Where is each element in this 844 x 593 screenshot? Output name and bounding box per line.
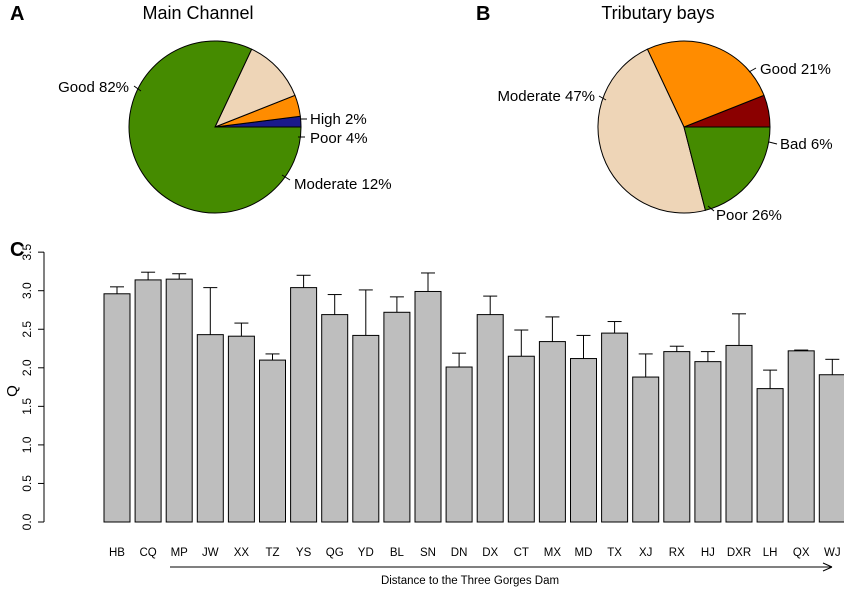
category-label-md: MD	[575, 547, 593, 559]
category-label-lh: LH	[763, 547, 778, 559]
pie-b-slice-poor	[646, 40, 765, 128]
x-axis-label: Distance to the Three Gorges Dam	[381, 575, 559, 587]
bar-sn	[414, 290, 442, 523]
bar-wj	[818, 374, 844, 523]
y-tick-label: 2.0	[20, 359, 34, 376]
bar-cq	[134, 279, 162, 523]
pie-a-label-poor: Poor 4%	[310, 130, 368, 147]
category-label-yd: YD	[358, 547, 374, 559]
panel-a: A Main Channel High 2% Poor 4% Moderate …	[10, 3, 392, 214]
category-label-jw: JW	[202, 547, 219, 559]
pie-b-leader-good	[748, 67, 757, 73]
category-label-qg: QG	[326, 547, 344, 559]
category-label-tz: TZ	[265, 547, 279, 559]
bar-xx	[227, 335, 255, 523]
category-label-bl: BL	[390, 547, 405, 559]
panel-a-letter: A	[10, 3, 24, 25]
pie-a-leader-moderate	[281, 174, 291, 181]
pie-a-leader-good	[133, 85, 142, 92]
category-label-wj: WJ	[824, 547, 841, 559]
pie-b-label-bad: Bad 6%	[780, 136, 833, 153]
bar-hb	[103, 293, 131, 523]
bar-tz	[259, 359, 286, 523]
y-tick-label: 0.0	[20, 513, 34, 530]
pie-b-title: Tributary bays	[601, 3, 714, 23]
bar-lh	[756, 388, 784, 523]
pie-b-slice-moderate	[597, 48, 706, 214]
distance-arrow-head	[822, 562, 833, 572]
bar-rx	[663, 351, 691, 523]
y-tick-label: 3.5	[20, 243, 34, 260]
pie-a	[128, 40, 302, 214]
pie-b	[597, 40, 771, 214]
category-label-ct: CT	[514, 547, 529, 559]
category-label-dn: DN	[451, 547, 468, 559]
pie-b-leader-bad	[768, 141, 778, 145]
pie-a-slice-good	[128, 40, 302, 214]
bar-qx	[787, 350, 815, 523]
bar-yd	[352, 334, 380, 523]
bar-xj	[632, 376, 660, 523]
pie-b-label-poor: Poor 26%	[716, 207, 782, 224]
pie-b-leader-moderate	[598, 95, 607, 101]
bar-mp	[165, 278, 193, 523]
bar-qg	[321, 314, 349, 523]
pie-a-label-good: Good 82%	[58, 79, 129, 96]
category-label-dx: DX	[482, 547, 498, 559]
y-tick-label: 1.5	[20, 398, 34, 415]
pie-b-label-good: Good 21%	[760, 61, 831, 78]
category-label-mx: MX	[544, 547, 562, 559]
pie-a-label-high: High 2%	[310, 111, 367, 128]
panel-b-letter: B	[476, 3, 490, 25]
pie-a-slice-moderate	[214, 48, 296, 128]
category-label-xj: XJ	[639, 547, 652, 559]
bar-chart: 0.0 0.5 1.0 1.5 2.0 2.5 3.0 3.5 HB CQ MP JW XX TZ YS QG…	[20, 243, 844, 559]
bar-dx	[476, 314, 504, 523]
category-label-sn: SN	[420, 547, 436, 559]
panel-c: C Q 0.0 0.5 1.0 1.5 2.0 2.5 3.0 3.5 HB CQ MP JW XX TZ…	[4, 239, 844, 587]
category-label-xx: XX	[234, 547, 250, 559]
bar-dn	[445, 366, 473, 523]
pie-a-title: Main Channel	[142, 3, 253, 23]
panel-c-letter: C	[10, 239, 24, 261]
bar-md	[570, 358, 597, 523]
bar-bl	[383, 311, 411, 523]
bar-jw	[196, 334, 224, 523]
category-label-tx: TX	[607, 547, 622, 559]
panel-b: B Tributary bays Good 21% Bad 6% Poor 26…	[476, 3, 833, 224]
category-label-ys: YS	[296, 547, 312, 559]
category-label-hj: HJ	[701, 547, 715, 559]
pie-b-label-moderate: Moderate 47%	[497, 88, 595, 105]
bar-dxr	[725, 344, 753, 523]
category-label-mp: MP	[171, 547, 189, 559]
bar-ys	[290, 287, 318, 523]
category-label-cq: CQ	[139, 547, 156, 559]
category-label-dxr: DXR	[727, 547, 751, 559]
category-label-qx: QX	[793, 547, 810, 559]
bar-mx	[538, 341, 566, 523]
y-tick-label: 3.0	[20, 282, 34, 299]
y-axis-label: Q	[4, 385, 21, 397]
bar-tx	[601, 332, 629, 523]
y-tick-label: 1.0	[20, 436, 34, 453]
category-label-rx: RX	[669, 547, 685, 559]
pie-a-label-moderate: Moderate 12%	[294, 176, 392, 193]
bar-ct	[507, 355, 535, 523]
y-tick-label: 2.5	[20, 321, 34, 338]
pie-b-leader-poor	[707, 205, 715, 212]
y-tick-label: 0.5	[20, 475, 34, 492]
bar-hj	[694, 361, 722, 523]
category-label-hb: HB	[109, 547, 125, 559]
pie-b-slice-good	[683, 126, 771, 211]
